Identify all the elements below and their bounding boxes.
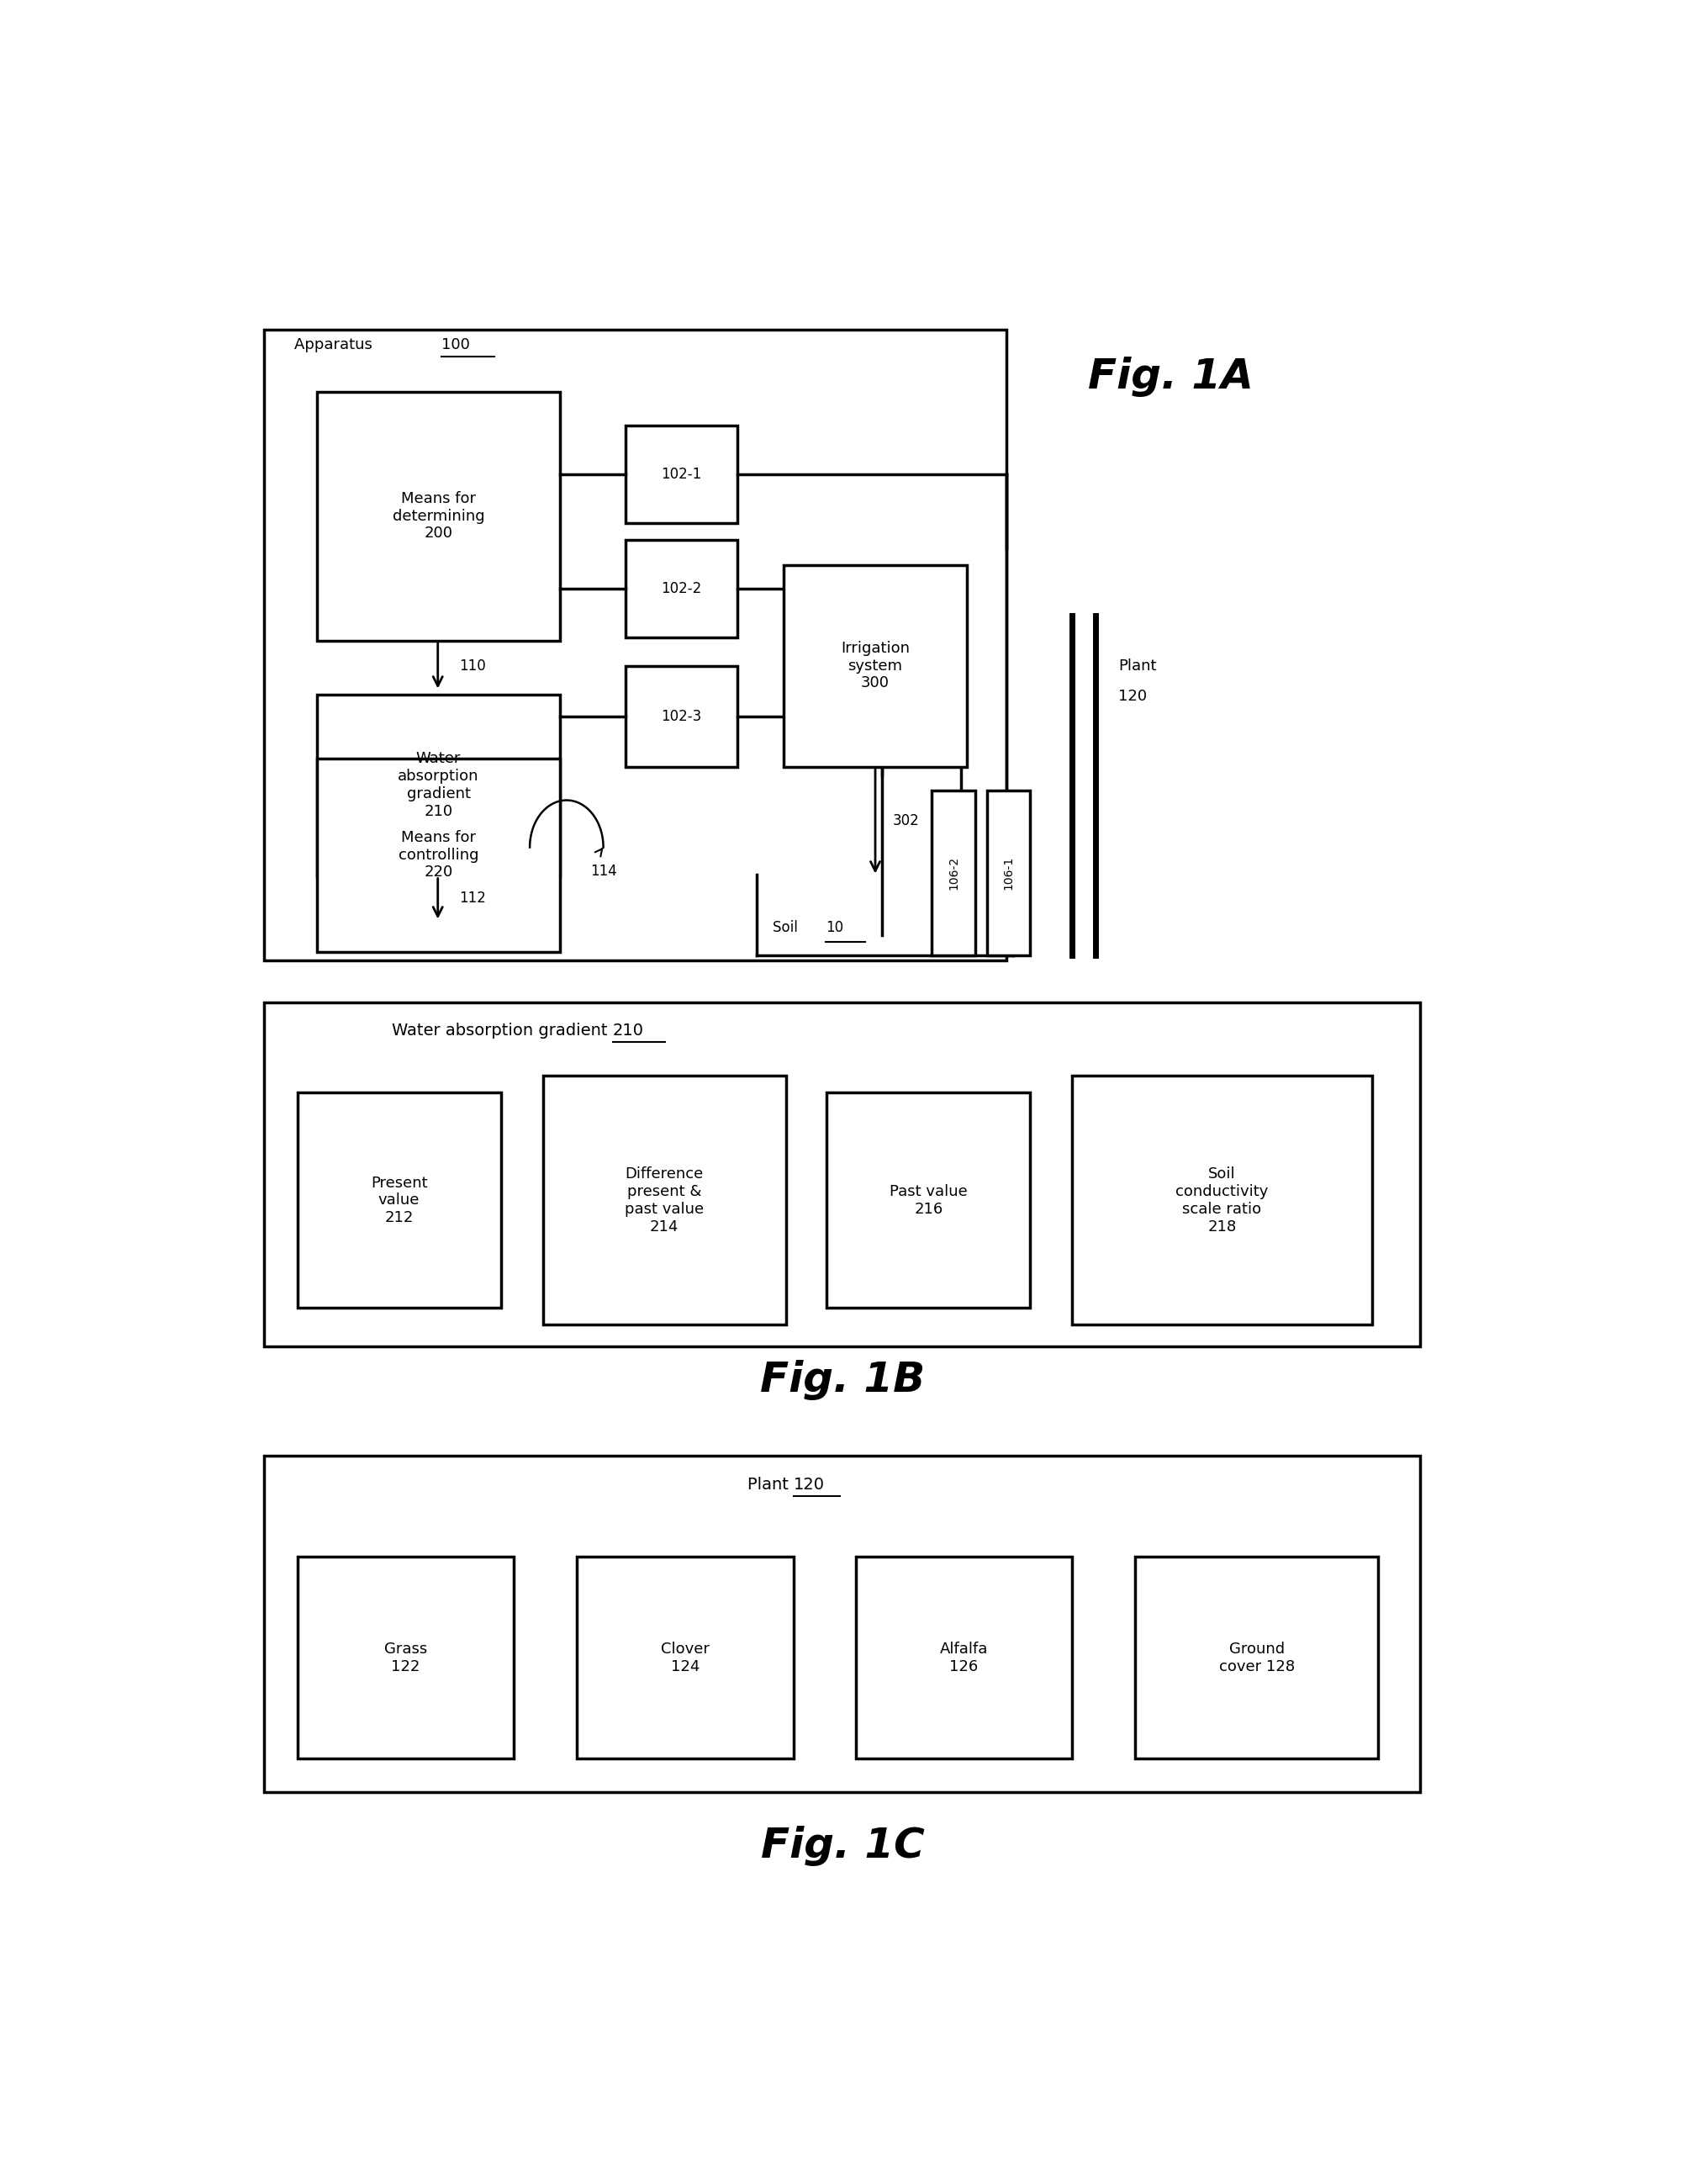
Text: 10: 10 (825, 919, 842, 935)
Text: Ground
cover 128: Ground cover 128 (1219, 1642, 1295, 1675)
Text: Irrigation
system
300: Irrigation system 300 (841, 640, 910, 690)
Text: Alfalfa
126: Alfalfa 126 (939, 1642, 988, 1675)
Text: Soil: Soil (773, 919, 802, 935)
Text: Means for
controlling
220: Means for controlling 220 (398, 830, 478, 880)
Bar (297, 1557, 514, 1758)
Text: Water
absorption
gradient
210: Water absorption gradient 210 (398, 751, 480, 819)
Bar (986, 791, 1031, 954)
Bar (932, 791, 975, 954)
Bar (625, 666, 737, 767)
Text: Present
value
212: Present value 212 (371, 1175, 427, 1225)
Text: Fig. 1C: Fig. 1C (761, 1826, 924, 1867)
Text: 114: 114 (590, 863, 617, 878)
Text: 112: 112 (459, 891, 486, 906)
Bar (576, 1557, 793, 1758)
Text: Clover
124: Clover 124 (661, 1642, 710, 1675)
Text: 120: 120 (793, 1476, 825, 1492)
Text: 120: 120 (1119, 688, 1148, 703)
Text: Means for
determining
200: Means for determining 200 (392, 491, 485, 542)
Bar (264, 1457, 1420, 1793)
Bar (317, 695, 559, 876)
Bar (297, 1092, 502, 1308)
Text: Past value
216: Past value 216 (890, 1184, 968, 1216)
Text: Grass
122: Grass 122 (385, 1642, 427, 1675)
Text: Soil
conductivity
scale ratio
218: Soil conductivity scale ratio 218 (1176, 1166, 1268, 1234)
Text: Plant: Plant (1119, 657, 1156, 673)
Bar (827, 1092, 1031, 1308)
Text: 102-3: 102-3 (661, 708, 702, 723)
Text: 102-2: 102-2 (661, 581, 702, 596)
Bar (264, 330, 1007, 961)
Text: 302: 302 (892, 812, 919, 828)
Bar (542, 1077, 786, 1326)
Bar (1136, 1557, 1378, 1758)
Text: Fig. 1B: Fig. 1B (759, 1361, 925, 1400)
Text: Water absorption gradient: Water absorption gradient (392, 1022, 612, 1040)
Bar (317, 391, 559, 640)
Bar (625, 426, 737, 522)
Text: Apparatus: Apparatus (295, 336, 378, 352)
Text: Fig. 1A: Fig. 1A (1088, 356, 1254, 397)
Text: 110: 110 (459, 657, 485, 673)
Bar (264, 1002, 1420, 1348)
Text: Plant: Plant (747, 1476, 793, 1492)
Text: 210: 210 (612, 1022, 644, 1040)
Text: 106-1: 106-1 (1003, 856, 1015, 889)
Text: 100: 100 (442, 336, 470, 352)
Bar (856, 1557, 1073, 1758)
Bar (317, 758, 559, 952)
Bar (1073, 1077, 1371, 1326)
Bar (783, 566, 968, 767)
Text: 106-2: 106-2 (948, 856, 959, 889)
Text: Difference
present &
past value
214: Difference present & past value 214 (625, 1166, 703, 1234)
Bar (625, 539, 737, 638)
Text: 102-1: 102-1 (661, 467, 702, 480)
